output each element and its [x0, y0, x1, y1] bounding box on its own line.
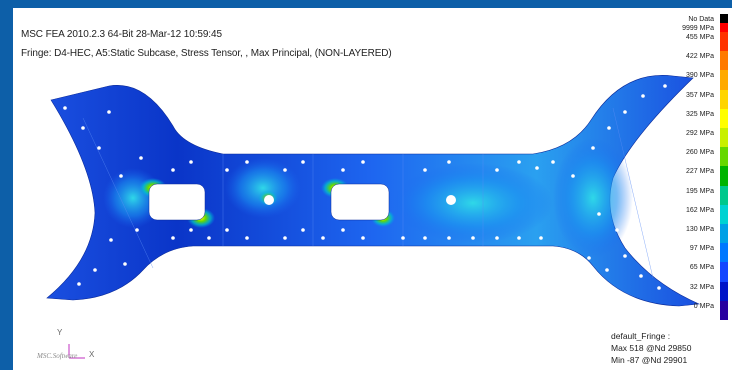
cutout-left	[148, 183, 206, 221]
fringe-min: Min -87 @Nd 29901	[611, 355, 688, 365]
msc-logo: MSC.Software	[37, 352, 78, 360]
triad-y-label: Y	[57, 328, 63, 337]
cutout-right	[330, 183, 390, 221]
fringe-summary-title: default_Fringe :	[611, 331, 671, 341]
bolt-holes	[63, 84, 667, 290]
fringe-description: Fringe: D4-HEC, A5:Static Subcase, Stres…	[21, 48, 392, 59]
fe-model-plot[interactable]	[13, 8, 732, 370]
analysis-header: MSC FEA 2010.2.3 64-Bit 28-Mar-12 10:59:…	[21, 29, 222, 40]
fringe-max: Max 518 @Nd 29850	[611, 343, 692, 353]
triad-x-label: X	[89, 350, 95, 359]
fringe-summary: default_Fringe : Max 518 @Nd 29850 Min -…	[611, 330, 691, 366]
coordinate-triad	[68, 344, 85, 359]
graphics-viewport[interactable]: MSC FEA 2010.2.3 64-Bit 28-Mar-12 10:59:…	[13, 8, 732, 370]
